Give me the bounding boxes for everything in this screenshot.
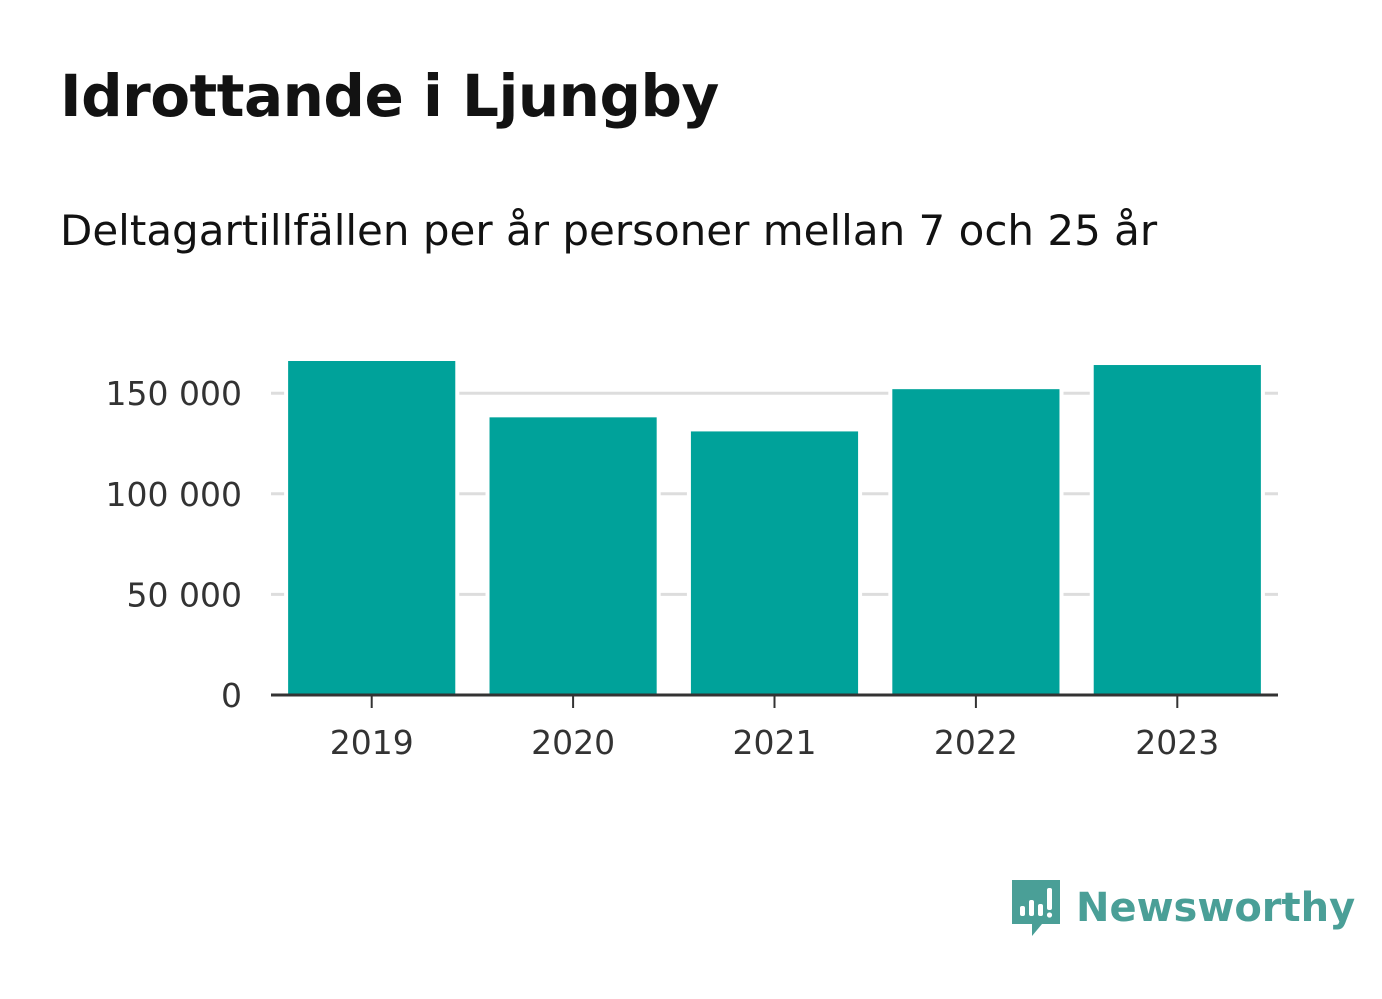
newsworthy-logo-icon bbox=[1012, 880, 1060, 936]
brand-name: Newsworthy bbox=[1076, 885, 1356, 931]
brand-logo: Newsworthy bbox=[1010, 878, 1355, 938]
bar bbox=[489, 417, 657, 695]
chart-subtitle: Deltagartillfällen per år personer mella… bbox=[60, 206, 1158, 255]
x-tick-label: 2023 bbox=[1135, 723, 1219, 762]
x-tick-label: 2022 bbox=[934, 723, 1018, 762]
y-tick-label: 100 000 bbox=[106, 475, 242, 514]
axis-layer: 0 50 000 100 000 150 000 2019 2020 2021 2022 202… bbox=[106, 374, 1278, 762]
chart-title: Idrottande i Ljungby bbox=[60, 62, 719, 130]
y-tick-label: 0 bbox=[221, 676, 242, 715]
bar bbox=[892, 389, 1060, 695]
bar bbox=[288, 361, 456, 695]
y-tick-label: 50 000 bbox=[127, 575, 242, 614]
x-tick-label: 2021 bbox=[733, 723, 817, 762]
x-tick-label: 2019 bbox=[330, 723, 414, 762]
x-tick-label: 2020 bbox=[531, 723, 615, 762]
y-tick-label: 150 000 bbox=[106, 374, 242, 413]
bar bbox=[690, 431, 859, 695]
bar bbox=[1093, 365, 1261, 695]
bar-layer bbox=[284, 361, 1265, 695]
